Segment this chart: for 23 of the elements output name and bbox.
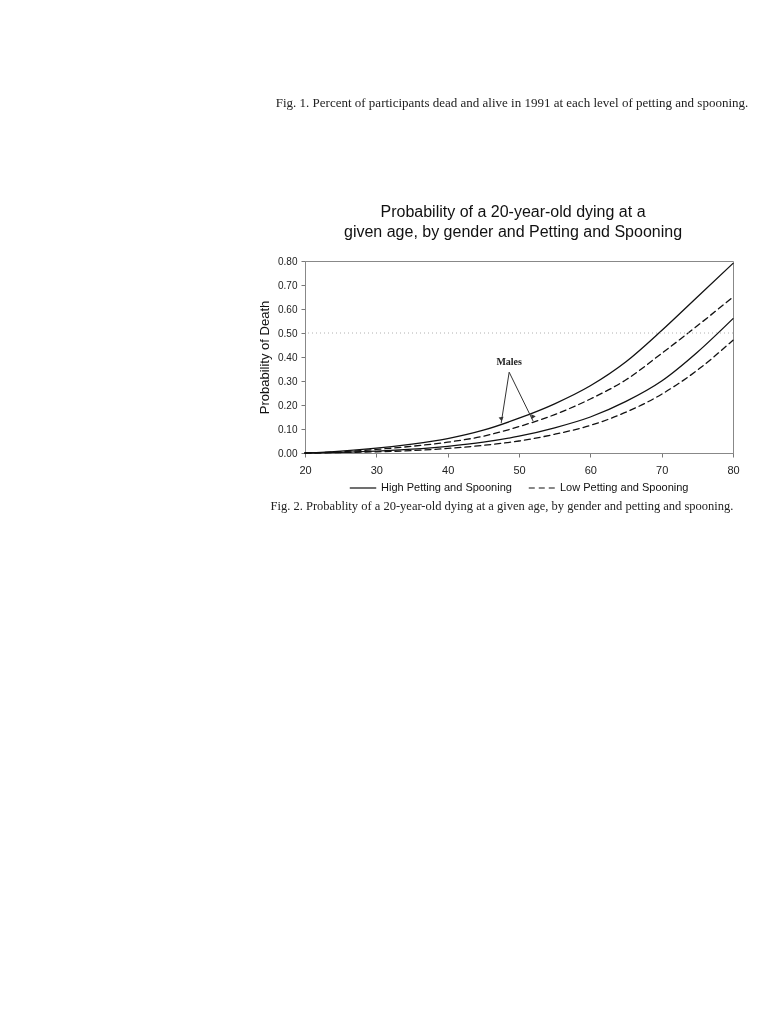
y-tick-label: 0.00 [278,447,298,459]
legend-label: Low Petting and Spooning [560,481,689,493]
legend-label: High Petting and Spooning [381,481,512,493]
annotation: Males [496,356,523,368]
caption: Fig. 2. Probablity of a 20-year-old dying at a given age, by gender and petting and spooning. [270,499,734,513]
x-tick-label: 80 [727,463,740,476]
y-tick-label: 0.10 [278,423,298,435]
x-tick-label: 30 [370,463,383,476]
chart-title: Probability of a 20-year-old dying at a given age, by gender and Petting and Spooning [343,203,683,240]
y-tick-label: 0.20 [278,399,298,411]
x-tick-label: 20 [299,463,312,476]
y-axis-title: Probability of Death [257,300,273,415]
y-tick-label: 0.30 [278,375,298,387]
y-tick-label: 0.40 [278,351,298,363]
y-tick-label: 0.50 [278,327,298,339]
x-tick-label: 40 [442,463,455,476]
y-tick-label: 0.60 [278,303,298,315]
caption: Fig. 1. Percent of participants dead and alive in 1991 at each level of petting and spooning. [275,95,749,110]
x-tick-label: 60 [584,463,597,476]
x-tick-label: 50 [513,463,526,476]
x-tick-label: 70 [656,463,669,476]
y-tick-label: 0.80 [278,255,298,267]
y-tick-label: 0.70 [278,279,298,291]
